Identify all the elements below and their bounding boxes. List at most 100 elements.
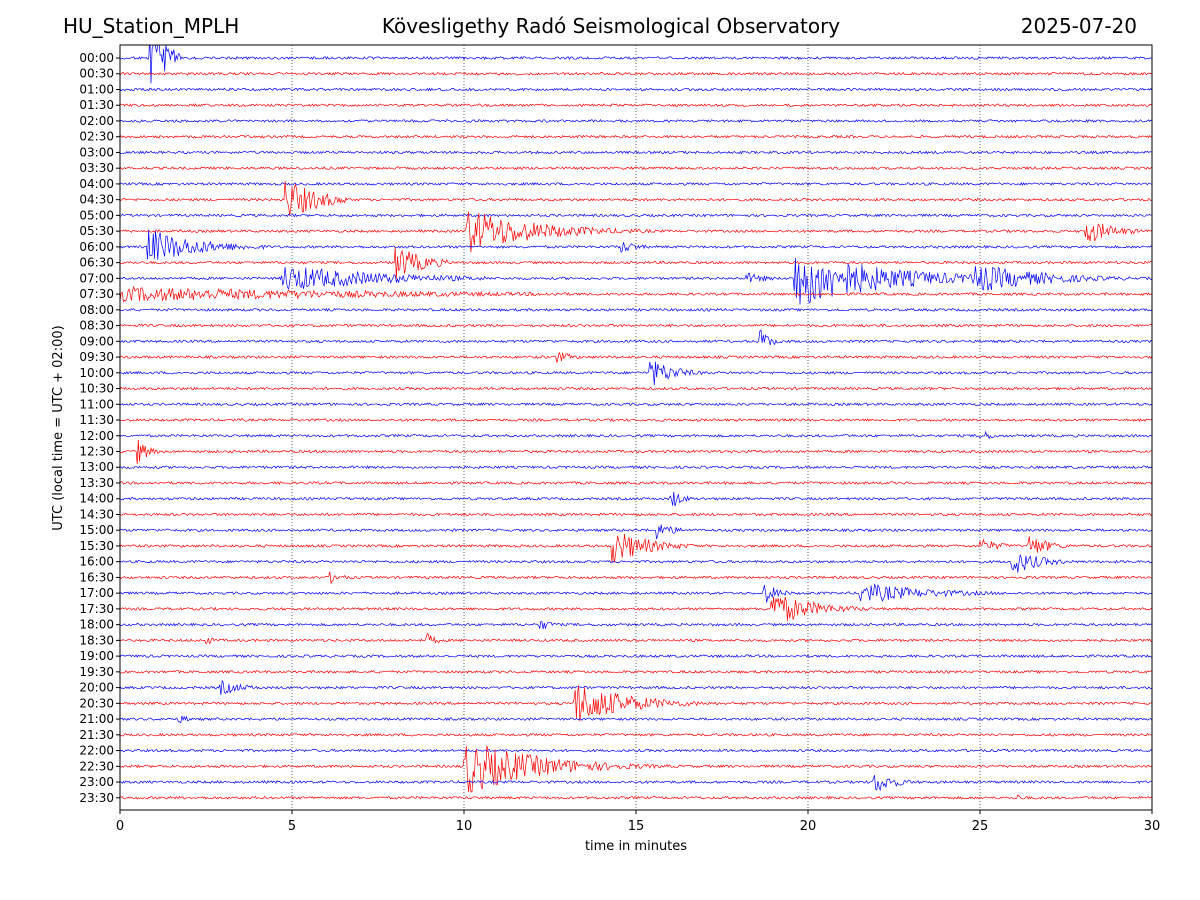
y-tick-label: 15:30 (79, 539, 114, 553)
trace-0600 (120, 229, 1152, 260)
y-tick-label: 10:00 (79, 366, 114, 380)
trace-0830 (120, 323, 1152, 328)
y-tick-label: 11:30 (79, 413, 114, 427)
y-tick-label: 06:00 (79, 240, 114, 254)
y-tick-label: 09:30 (79, 350, 114, 364)
y-tick-label: 14:30 (79, 507, 114, 521)
trace-0030 (120, 71, 1152, 76)
chart-date: 2025-07-20 (1020, 14, 1137, 38)
trace-0200 (120, 119, 1152, 123)
trace-2130 (120, 732, 1152, 737)
y-tick-label: 03:30 (79, 161, 114, 175)
trace-1200 (120, 430, 1152, 440)
trace-0700 (120, 257, 1152, 305)
trace-0000 (120, 45, 1152, 84)
trace-1700 (120, 583, 1152, 603)
chart-title: Kövesligethy Radó Seismological Observat… (381, 14, 841, 38)
y-tick-label: 05:30 (79, 224, 114, 238)
y-tick-label: 06:30 (79, 256, 114, 270)
y-tick-label: 15:00 (79, 523, 114, 537)
trace-1630 (120, 571, 1152, 585)
y-tick-label: 22:30 (79, 759, 114, 773)
y-tick-label: 16:30 (79, 570, 114, 584)
y-tick-label: 02:30 (79, 130, 114, 144)
x-tick-label: 25 (972, 819, 989, 834)
y-tick-label: 00:30 (79, 67, 114, 81)
trace-0400 (120, 181, 1152, 186)
trace-1330 (120, 480, 1152, 485)
trace-1800 (120, 620, 1152, 630)
trace-0730 (120, 285, 1152, 303)
x-tick-label: 30 (1144, 819, 1161, 834)
y-tick-label: 18:00 (79, 618, 114, 632)
trace-1830 (120, 632, 1152, 645)
trace-0130 (120, 103, 1152, 108)
y-tick-label: 22:00 (79, 744, 114, 758)
trace-0530 (120, 211, 1152, 253)
y-tick-label: 13:00 (79, 460, 114, 474)
trace-1900 (120, 654, 1152, 659)
y-tick-label: 02:00 (79, 114, 114, 128)
trace-0230 (120, 134, 1152, 139)
y-tick-label: 00:00 (79, 51, 114, 65)
trace-1300 (120, 465, 1152, 470)
trace-2000 (120, 679, 1152, 696)
y-tick-label: 03:00 (79, 145, 114, 159)
y-tick-label: 01:00 (79, 82, 114, 96)
y-tick-label: 19:30 (79, 665, 114, 679)
trace-0300 (120, 150, 1152, 155)
y-tick-label: 01:30 (79, 98, 114, 112)
trace-0900 (120, 329, 1152, 346)
x-tick-label: 15 (628, 819, 645, 834)
trace-0930 (120, 351, 1152, 363)
trace-2330 (120, 794, 1152, 800)
y-tick-label: 08:00 (79, 303, 114, 317)
trace-0630 (120, 247, 1152, 280)
trace-1400 (120, 491, 1152, 507)
y-tick-label: 07:00 (79, 271, 114, 285)
seismogram-traces (120, 45, 1152, 800)
y-axis-label: UTC (local time = UTC + 02:00) (51, 325, 66, 530)
y-tick-label: 07:30 (79, 287, 114, 301)
trace-2230 (120, 745, 1152, 793)
trace-2300 (120, 775, 1152, 792)
y-tick-label: 19:00 (79, 649, 114, 663)
trace-2200 (120, 748, 1152, 753)
y-tick-label: 21:30 (79, 728, 114, 742)
grid-lines (291, 45, 981, 810)
y-tick-label: 10:30 (79, 382, 114, 396)
y-tick-label: 21:00 (79, 712, 114, 726)
trace-0430 (120, 180, 1152, 216)
y-tick-label: 11:00 (79, 397, 114, 411)
y-tick-label: 17:00 (79, 586, 114, 600)
trace-1600 (120, 554, 1152, 573)
trace-1930 (120, 669, 1152, 674)
y-tick-label: 18:30 (79, 633, 114, 647)
y-tick-label: 13:30 (79, 476, 114, 490)
x-tick-label: 10 (456, 819, 473, 834)
trace-1100 (120, 402, 1152, 407)
trace-1530 (120, 534, 1152, 563)
x-tick-label: 20 (800, 819, 817, 834)
trace-0100 (120, 87, 1152, 92)
trace-1430 (120, 512, 1152, 517)
y-tick-label: 20:00 (79, 681, 114, 695)
trace-1130 (120, 417, 1152, 423)
y-tick-label: 09:00 (79, 334, 114, 348)
trace-1730 (120, 596, 1152, 621)
y-tick-label: 14:00 (79, 492, 114, 506)
trace-1230 (120, 439, 1152, 465)
y-tick-label: 04:30 (79, 193, 114, 207)
trace-0500 (120, 213, 1152, 218)
station-name: HU_Station_MPLH (63, 14, 240, 38)
y-tick-label: 08:30 (79, 319, 114, 333)
x-axis-label: time in minutes (585, 839, 687, 854)
y-tick-label: 17:30 (79, 602, 114, 616)
trace-1500 (120, 524, 1152, 540)
y-tick-label: 20:30 (79, 696, 114, 710)
trace-2030 (120, 685, 1152, 722)
x-tick-label: 0 (116, 819, 124, 834)
y-tick-label: 04:00 (79, 177, 114, 191)
